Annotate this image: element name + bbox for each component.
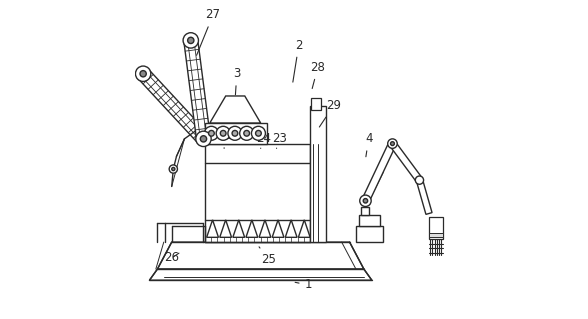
Circle shape	[220, 130, 226, 136]
Circle shape	[183, 33, 199, 48]
Circle shape	[252, 126, 265, 140]
Polygon shape	[259, 220, 271, 237]
Bar	[359, 215, 380, 226]
Bar	[310, 98, 321, 110]
Circle shape	[140, 70, 146, 77]
Circle shape	[244, 130, 249, 136]
Text: 3: 3	[233, 67, 240, 95]
Polygon shape	[298, 220, 310, 237]
Polygon shape	[285, 220, 297, 237]
Polygon shape	[149, 269, 372, 280]
Circle shape	[172, 167, 175, 171]
Polygon shape	[233, 220, 245, 237]
Circle shape	[387, 139, 397, 148]
Bar	[205, 123, 267, 144]
Text: 2: 2	[293, 39, 302, 82]
Circle shape	[216, 126, 230, 140]
Polygon shape	[362, 142, 396, 203]
Polygon shape	[220, 220, 232, 237]
Text: 26: 26	[164, 251, 179, 264]
Bar	[205, 144, 310, 242]
Text: 24: 24	[256, 132, 271, 148]
Circle shape	[209, 130, 214, 136]
Circle shape	[256, 130, 261, 136]
Circle shape	[228, 126, 242, 140]
Polygon shape	[138, 69, 209, 144]
Polygon shape	[184, 40, 211, 140]
Circle shape	[415, 176, 423, 184]
Bar	[310, 106, 326, 242]
Text: 1: 1	[295, 278, 312, 292]
Circle shape	[240, 126, 253, 140]
Bar	[356, 226, 383, 242]
Circle shape	[188, 37, 194, 43]
Polygon shape	[246, 220, 258, 237]
Circle shape	[135, 66, 151, 81]
Circle shape	[390, 142, 395, 145]
Polygon shape	[416, 179, 432, 214]
Text: 28: 28	[310, 61, 325, 89]
Circle shape	[169, 165, 178, 173]
Circle shape	[232, 130, 238, 136]
Text: 4: 4	[365, 132, 372, 157]
Circle shape	[360, 195, 371, 206]
Bar	[429, 233, 443, 237]
Text: 25: 25	[259, 247, 276, 266]
Text: 23: 23	[272, 132, 287, 148]
Bar	[429, 217, 443, 239]
Polygon shape	[390, 142, 422, 182]
Circle shape	[201, 136, 206, 142]
Circle shape	[363, 198, 368, 203]
Text: 29: 29	[319, 99, 341, 127]
Text: 27: 27	[196, 9, 220, 55]
Circle shape	[196, 131, 211, 146]
Polygon shape	[210, 96, 260, 123]
Polygon shape	[158, 242, 364, 269]
Polygon shape	[206, 220, 219, 237]
Bar	[360, 207, 369, 215]
Circle shape	[205, 126, 218, 140]
Text: 22: 22	[216, 129, 232, 148]
Polygon shape	[272, 220, 284, 237]
